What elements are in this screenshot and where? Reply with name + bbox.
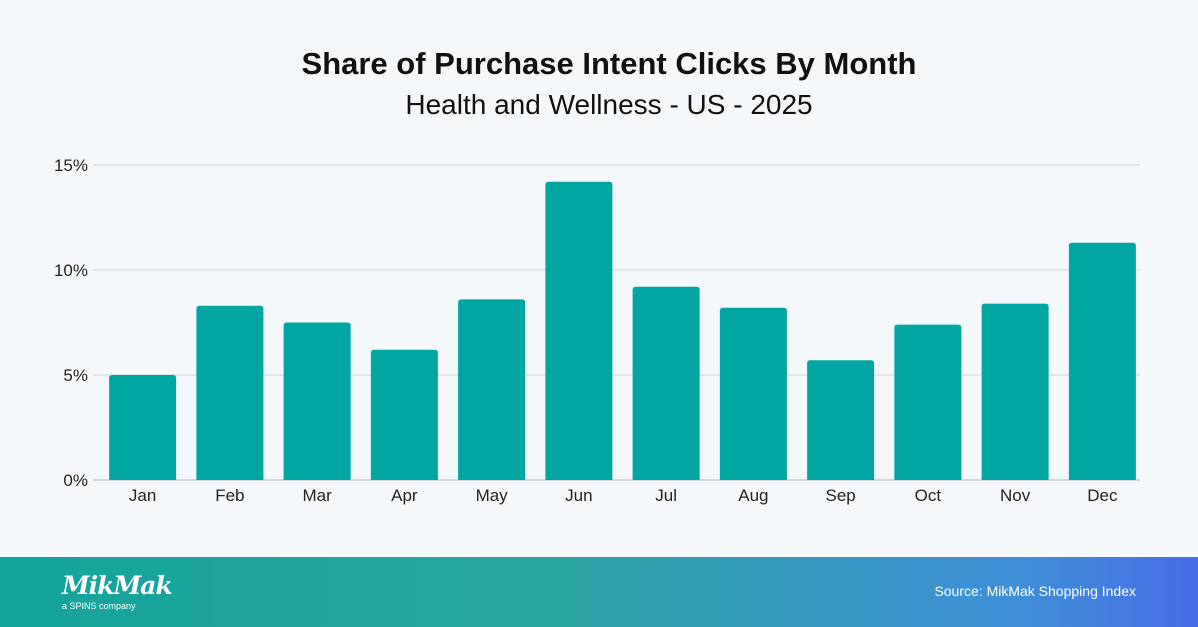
bar-aug (719, 307, 787, 480)
chart-title: Share of Purchase Intent Clicks By Month (301, 46, 917, 81)
x-tick-label: Jan (129, 486, 156, 505)
x-tick-label: Feb (215, 486, 244, 505)
bar-oct (894, 324, 962, 480)
y-tick-label: 10% (54, 261, 88, 280)
mikmak-logo: MikMak (62, 571, 173, 600)
bar-chart: 0% 5% 10% 15% Jan Feb Mar Apr May Jun Jul Aug Sep Oc… (54, 156, 1140, 505)
source-note: Source: MikMak Shopping Index (934, 583, 1136, 599)
x-axis-labels: Jan Feb Mar Apr May Jun Jul Aug Sep Oct Nov Dec (129, 486, 1118, 505)
bar-dec (1068, 242, 1136, 480)
x-tick-label: Oct (915, 486, 942, 505)
x-tick-label: May (476, 486, 509, 505)
x-tick-label: Jun (565, 486, 592, 505)
y-axis-labels: 0% 5% 10% 15% (54, 156, 88, 490)
x-tick-label: Dec (1087, 486, 1118, 505)
x-tick-label: Sep (826, 486, 856, 505)
bar-mar (283, 322, 351, 480)
gridlines (93, 164, 1140, 481)
x-tick-label: Mar (302, 486, 332, 505)
bar-feb (196, 305, 264, 480)
x-tick-label: Apr (391, 486, 418, 505)
x-tick-label: Jul (655, 486, 677, 505)
chart-subtitle: Health and Wellness - US - 2025 (405, 89, 813, 120)
bar-may (458, 299, 526, 480)
bar-jul (632, 286, 700, 480)
bar-nov (981, 303, 1049, 480)
y-tick-label: 0% (63, 471, 88, 490)
y-tick-label: 15% (54, 156, 88, 175)
bar-jun (545, 181, 613, 481)
bars (109, 181, 1136, 481)
x-tick-label: Aug (738, 486, 768, 505)
y-tick-label: 5% (63, 366, 88, 385)
bar-sep (807, 360, 875, 480)
logo-tagline: a SPINS company (62, 601, 136, 611)
bar-apr (370, 349, 438, 480)
bar-jan (109, 375, 177, 480)
x-tick-label: Nov (1000, 486, 1031, 505)
footer-banner: MikMak a SPINS company Source: MikMak Sh… (0, 557, 1198, 627)
